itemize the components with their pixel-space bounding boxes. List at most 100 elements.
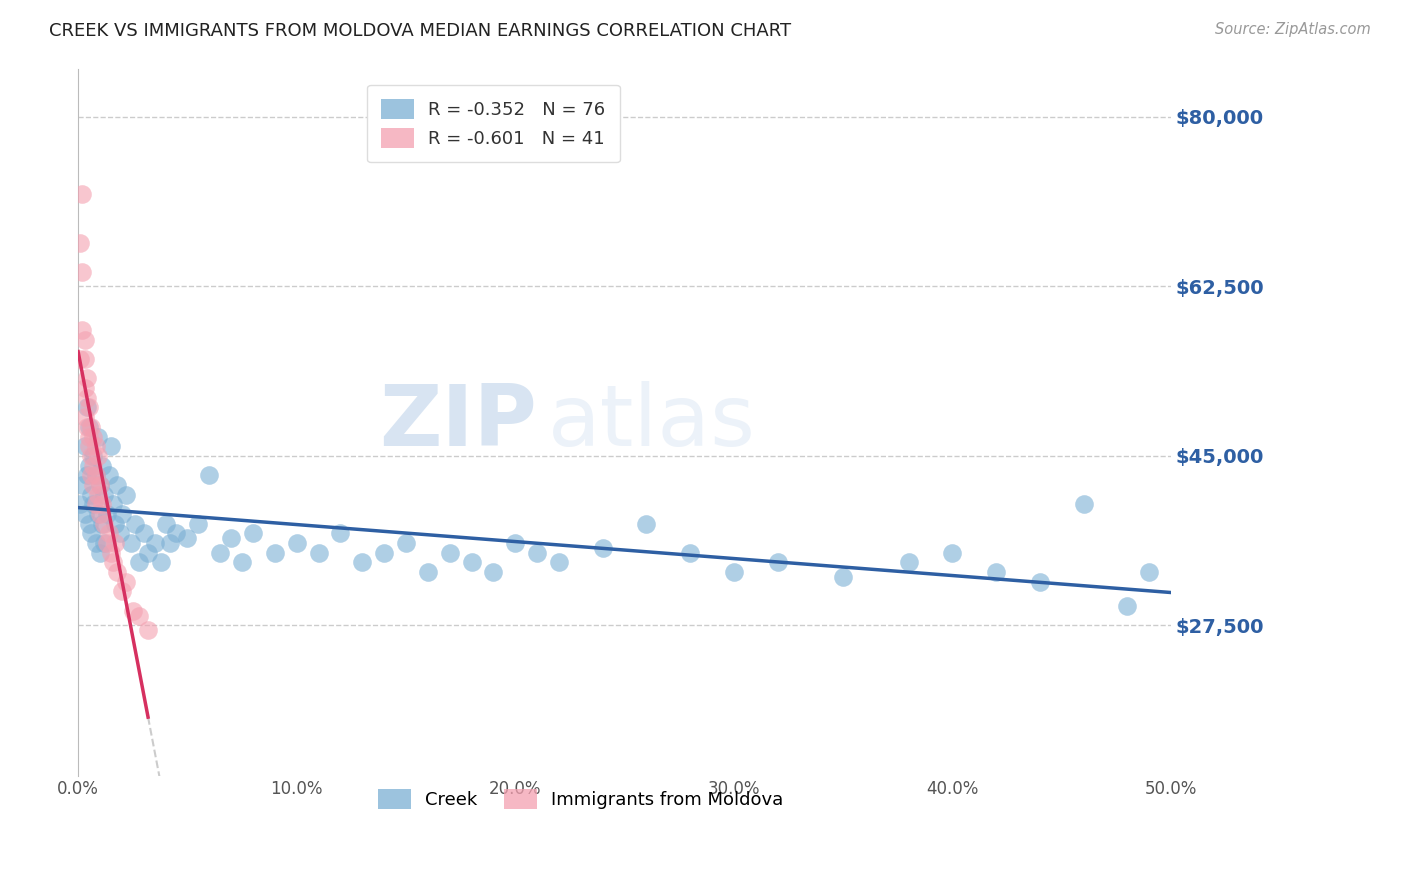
Point [352, 556, 374, 570]
Point [69, 352, 91, 367]
Point [107, 565, 129, 579]
Legend: Creek, Immigrants from Moldova: Creek, Immigrants from Moldova [371, 781, 790, 816]
Point [679, 546, 702, 560]
Point [84, 468, 107, 483]
Point [548, 556, 571, 570]
Point [82, 497, 104, 511]
Point [72, 323, 94, 337]
Point [285, 536, 308, 550]
Point [104, 516, 127, 531]
Point [100, 439, 122, 453]
Point [77, 401, 100, 415]
Point [84, 468, 107, 483]
Point [72, 187, 94, 202]
Point [82, 449, 104, 463]
Point [460, 556, 482, 570]
Point [84, 439, 107, 453]
Point [93, 516, 115, 531]
Point [897, 556, 920, 570]
Point [97, 526, 120, 541]
Point [219, 531, 242, 545]
Point [91, 497, 114, 511]
Point [77, 516, 100, 531]
Point [80, 449, 103, 463]
Point [166, 526, 188, 541]
Text: Source: ZipAtlas.com: Source: ZipAtlas.com [1215, 22, 1371, 37]
Point [636, 516, 658, 531]
Point [77, 439, 100, 453]
Point [416, 565, 439, 579]
Point [73, 381, 96, 395]
Point [91, 516, 114, 531]
Text: CREEK VS IMMIGRANTS FROM MOLDOVA MEDIAN EARNINGS CORRELATION CHART: CREEK VS IMMIGRANTS FROM MOLDOVA MEDIAN … [49, 22, 792, 40]
Point [76, 391, 98, 405]
Point [136, 546, 159, 560]
Point [121, 604, 143, 618]
Point [80, 526, 103, 541]
Point [766, 556, 789, 570]
Point [96, 536, 118, 550]
Point [128, 608, 150, 623]
Point [76, 401, 98, 415]
Point [77, 458, 100, 473]
Point [308, 546, 330, 560]
Point [97, 468, 120, 483]
Point [73, 333, 96, 347]
Point [1116, 599, 1139, 613]
Point [101, 497, 124, 511]
Point [1137, 565, 1160, 579]
Point [832, 570, 855, 584]
Point [93, 536, 115, 550]
Point [209, 546, 232, 560]
Point [439, 546, 461, 560]
Text: atlas: atlas [548, 381, 756, 464]
Text: ZIP: ZIP [380, 381, 537, 464]
Point [1029, 574, 1052, 589]
Point [73, 439, 96, 453]
Point [155, 516, 177, 531]
Point [101, 556, 124, 570]
Point [198, 468, 221, 483]
Point [89, 546, 111, 560]
Point [72, 478, 94, 492]
Point [77, 420, 100, 434]
Point [120, 536, 142, 550]
Point [176, 531, 198, 545]
Point [87, 449, 110, 463]
Point [150, 556, 173, 570]
Point [84, 497, 107, 511]
Point [128, 556, 150, 570]
Point [89, 507, 111, 521]
Point [984, 565, 1007, 579]
Point [329, 526, 352, 541]
Point [77, 429, 100, 443]
Point [111, 584, 134, 599]
Point [104, 536, 127, 550]
Point [187, 516, 209, 531]
Point [526, 546, 548, 560]
Point [89, 478, 111, 492]
Point [1073, 497, 1095, 511]
Point [72, 265, 94, 279]
Point [82, 429, 104, 443]
Point [395, 536, 418, 550]
Point [87, 488, 110, 502]
Point [115, 488, 138, 502]
Point [80, 420, 103, 434]
Point [723, 565, 745, 579]
Point [76, 371, 98, 385]
Point [87, 507, 110, 521]
Point [73, 507, 96, 521]
Point [76, 468, 98, 483]
Point [73, 410, 96, 425]
Point [263, 546, 285, 560]
Point [73, 352, 96, 367]
Point [93, 488, 115, 502]
Point [941, 546, 963, 560]
Point [82, 458, 104, 473]
Point [76, 420, 98, 434]
Point [69, 235, 91, 250]
Point [100, 546, 122, 560]
Point [242, 526, 264, 541]
Point [91, 458, 114, 473]
